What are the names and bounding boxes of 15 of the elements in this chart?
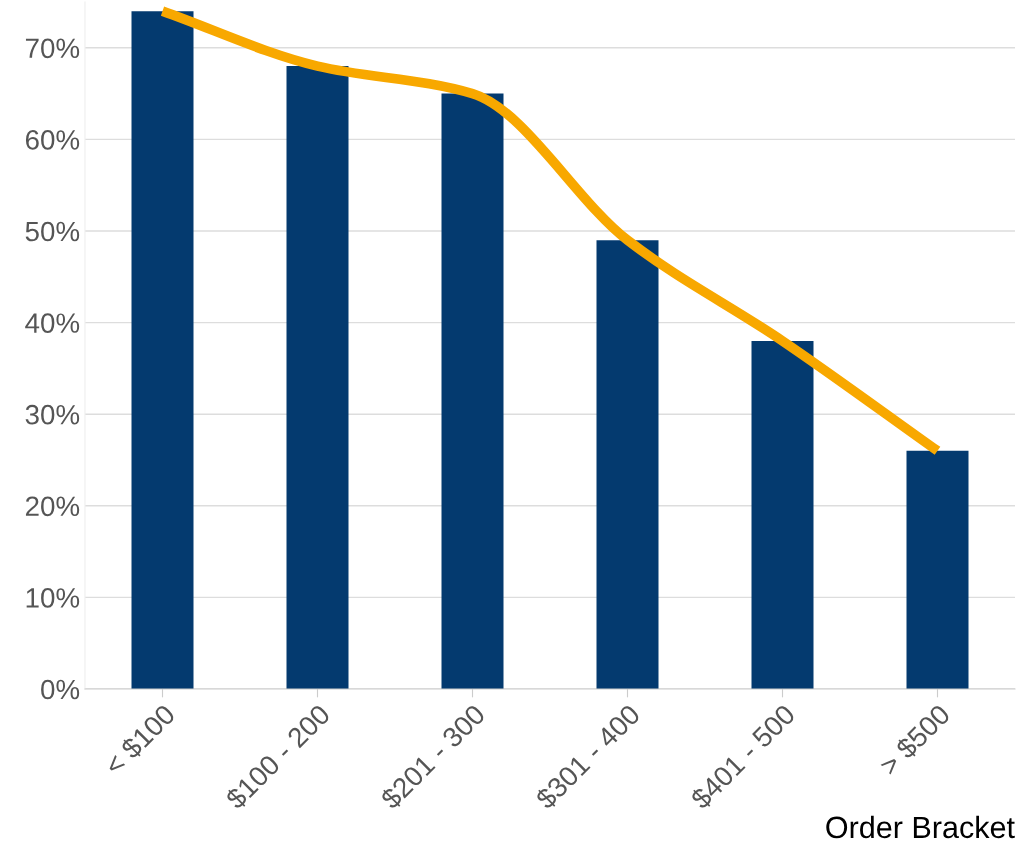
y-tick-label: 10% [26, 588, 80, 608]
bar [596, 240, 659, 689]
y-tick-label: 0% [41, 679, 80, 700]
bar [906, 450, 969, 689]
bar [751, 340, 814, 689]
bar [441, 93, 504, 689]
y-tick-label: 70% [25, 38, 80, 59]
y-tick-label: 50% [25, 221, 80, 242]
x-axis-title: Order Bracket [826, 815, 1015, 839]
y-tick-label: 60% [25, 130, 80, 150]
bar [286, 66, 349, 689]
bar [131, 11, 194, 689]
y-tick-label: 30% [25, 404, 80, 425]
y-tick-label: 20% [25, 496, 80, 517]
y-tick-label: 40% [25, 313, 80, 333]
